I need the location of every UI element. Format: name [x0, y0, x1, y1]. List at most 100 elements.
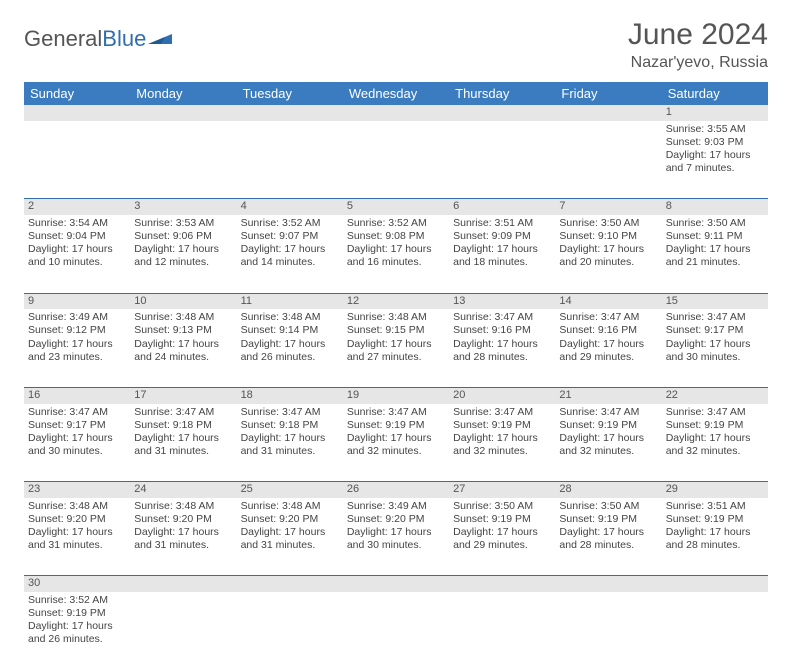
- sunset-line: Sunset: 9:16 PM: [559, 324, 657, 337]
- weekday-header: Thursday: [449, 82, 555, 105]
- day-cell: [130, 121, 236, 199]
- day-number-cell: 11: [237, 293, 343, 309]
- day-cell: Sunrise: 3:47 AMSunset: 9:18 PMDaylight:…: [130, 404, 236, 482]
- day-cell: Sunrise: 3:47 AMSunset: 9:19 PMDaylight:…: [449, 404, 555, 482]
- day-number-cell: [237, 576, 343, 592]
- day-cell: Sunrise: 3:51 AMSunset: 9:09 PMDaylight:…: [449, 215, 555, 293]
- daylight-line: Daylight: 17 hours and 14 minutes.: [241, 243, 339, 269]
- sunrise-line: Sunrise: 3:52 AM: [241, 217, 339, 230]
- day-cell: Sunrise: 3:49 AMSunset: 9:12 PMDaylight:…: [24, 309, 130, 387]
- day-number-cell: 17: [130, 387, 236, 403]
- daylight-line: Daylight: 17 hours and 20 minutes.: [559, 243, 657, 269]
- day-number-cell: [662, 576, 768, 592]
- daylight-line: Daylight: 17 hours and 31 minutes.: [241, 526, 339, 552]
- sunrise-line: Sunrise: 3:52 AM: [28, 594, 126, 607]
- sunrise-line: Sunrise: 3:47 AM: [347, 406, 445, 419]
- daylight-line: Daylight: 17 hours and 30 minutes.: [347, 526, 445, 552]
- sunset-line: Sunset: 9:09 PM: [453, 230, 551, 243]
- day-cell: Sunrise: 3:47 AMSunset: 9:16 PMDaylight:…: [449, 309, 555, 387]
- day-number-cell: 9: [24, 293, 130, 309]
- daylight-line: Daylight: 17 hours and 28 minutes.: [453, 338, 551, 364]
- sunset-line: Sunset: 9:19 PM: [347, 419, 445, 432]
- day-cell: Sunrise: 3:53 AMSunset: 9:06 PMDaylight:…: [130, 215, 236, 293]
- sunset-line: Sunset: 9:19 PM: [453, 513, 551, 526]
- daylight-line: Daylight: 17 hours and 23 minutes.: [28, 338, 126, 364]
- day-cell: [449, 121, 555, 199]
- sunset-line: Sunset: 9:20 PM: [134, 513, 232, 526]
- weekday-header: Monday: [130, 82, 236, 105]
- day-number-cell: 15: [662, 293, 768, 309]
- sunset-line: Sunset: 9:20 PM: [347, 513, 445, 526]
- day-cell: Sunrise: 3:52 AMSunset: 9:08 PMDaylight:…: [343, 215, 449, 293]
- day-number-cell: 28: [555, 482, 661, 498]
- sunset-line: Sunset: 9:07 PM: [241, 230, 339, 243]
- day-cell: Sunrise: 3:48 AMSunset: 9:13 PMDaylight:…: [130, 309, 236, 387]
- day-cell: Sunrise: 3:47 AMSunset: 9:17 PMDaylight:…: [24, 404, 130, 482]
- daylight-line: Daylight: 17 hours and 31 minutes.: [134, 526, 232, 552]
- daylight-line: Daylight: 17 hours and 31 minutes.: [241, 432, 339, 458]
- day-cell: Sunrise: 3:54 AMSunset: 9:04 PMDaylight:…: [24, 215, 130, 293]
- daylight-line: Daylight: 17 hours and 18 minutes.: [453, 243, 551, 269]
- sunrise-line: Sunrise: 3:48 AM: [347, 311, 445, 324]
- sunrise-line: Sunrise: 3:47 AM: [666, 311, 764, 324]
- day-cell: [343, 121, 449, 199]
- daylight-line: Daylight: 17 hours and 24 minutes.: [134, 338, 232, 364]
- day-cell: Sunrise: 3:47 AMSunset: 9:19 PMDaylight:…: [343, 404, 449, 482]
- day-number-cell: 12: [343, 293, 449, 309]
- daylight-line: Daylight: 17 hours and 10 minutes.: [28, 243, 126, 269]
- weekday-header: Sunday: [24, 82, 130, 105]
- daylight-line: Daylight: 17 hours and 28 minutes.: [666, 526, 764, 552]
- day-cell: [449, 592, 555, 670]
- sunset-line: Sunset: 9:19 PM: [559, 513, 657, 526]
- sunset-line: Sunset: 9:18 PM: [134, 419, 232, 432]
- daylight-line: Daylight: 17 hours and 31 minutes.: [28, 526, 126, 552]
- day-cell: Sunrise: 3:51 AMSunset: 9:19 PMDaylight:…: [662, 498, 768, 576]
- sunset-line: Sunset: 9:15 PM: [347, 324, 445, 337]
- day-cell: Sunrise: 3:50 AMSunset: 9:11 PMDaylight:…: [662, 215, 768, 293]
- logo-text-part2: Blue: [102, 26, 146, 52]
- weekday-header: Wednesday: [343, 82, 449, 105]
- day-cell: Sunrise: 3:50 AMSunset: 9:19 PMDaylight:…: [555, 498, 661, 576]
- sunrise-line: Sunrise: 3:52 AM: [347, 217, 445, 230]
- header: GeneralBlue June 2024 Nazar'yevo, Russia: [24, 18, 768, 72]
- sunset-line: Sunset: 9:06 PM: [134, 230, 232, 243]
- sunset-line: Sunset: 9:11 PM: [666, 230, 764, 243]
- day-number-cell: 13: [449, 293, 555, 309]
- sunset-line: Sunset: 9:19 PM: [559, 419, 657, 432]
- sunset-line: Sunset: 9:19 PM: [666, 513, 764, 526]
- sunrise-line: Sunrise: 3:48 AM: [134, 500, 232, 513]
- day-number-cell: 7: [555, 199, 661, 215]
- sunrise-line: Sunrise: 3:54 AM: [28, 217, 126, 230]
- day-cell: Sunrise: 3:48 AMSunset: 9:20 PMDaylight:…: [130, 498, 236, 576]
- daylight-line: Daylight: 17 hours and 32 minutes.: [453, 432, 551, 458]
- sunrise-line: Sunrise: 3:48 AM: [241, 311, 339, 324]
- week-row: Sunrise: 3:54 AMSunset: 9:04 PMDaylight:…: [24, 215, 768, 293]
- sunrise-line: Sunrise: 3:55 AM: [666, 123, 764, 136]
- day-number-cell: [449, 105, 555, 121]
- sunrise-line: Sunrise: 3:50 AM: [666, 217, 764, 230]
- month-title: June 2024: [628, 18, 768, 52]
- sunset-line: Sunset: 9:18 PM: [241, 419, 339, 432]
- flag-icon: [148, 30, 172, 48]
- day-number-cell: 6: [449, 199, 555, 215]
- weekday-header: Friday: [555, 82, 661, 105]
- daylight-line: Daylight: 17 hours and 28 minutes.: [559, 526, 657, 552]
- location: Nazar'yevo, Russia: [628, 54, 768, 72]
- day-number-cell: 16: [24, 387, 130, 403]
- sunset-line: Sunset: 9:08 PM: [347, 230, 445, 243]
- week-row: Sunrise: 3:55 AMSunset: 9:03 PMDaylight:…: [24, 121, 768, 199]
- day-cell: Sunrise: 3:49 AMSunset: 9:20 PMDaylight:…: [343, 498, 449, 576]
- title-block: June 2024 Nazar'yevo, Russia: [628, 18, 768, 72]
- day-cell: Sunrise: 3:47 AMSunset: 9:19 PMDaylight:…: [662, 404, 768, 482]
- daylight-line: Daylight: 17 hours and 32 minutes.: [666, 432, 764, 458]
- day-cell: [555, 592, 661, 670]
- sunset-line: Sunset: 9:03 PM: [666, 136, 764, 149]
- daylight-line: Daylight: 17 hours and 21 minutes.: [666, 243, 764, 269]
- sunrise-line: Sunrise: 3:47 AM: [666, 406, 764, 419]
- sunrise-line: Sunrise: 3:48 AM: [134, 311, 232, 324]
- daylight-line: Daylight: 17 hours and 31 minutes.: [134, 432, 232, 458]
- sunset-line: Sunset: 9:19 PM: [453, 419, 551, 432]
- day-number-cell: 25: [237, 482, 343, 498]
- day-number-cell: [555, 105, 661, 121]
- sunset-line: Sunset: 9:19 PM: [28, 607, 126, 620]
